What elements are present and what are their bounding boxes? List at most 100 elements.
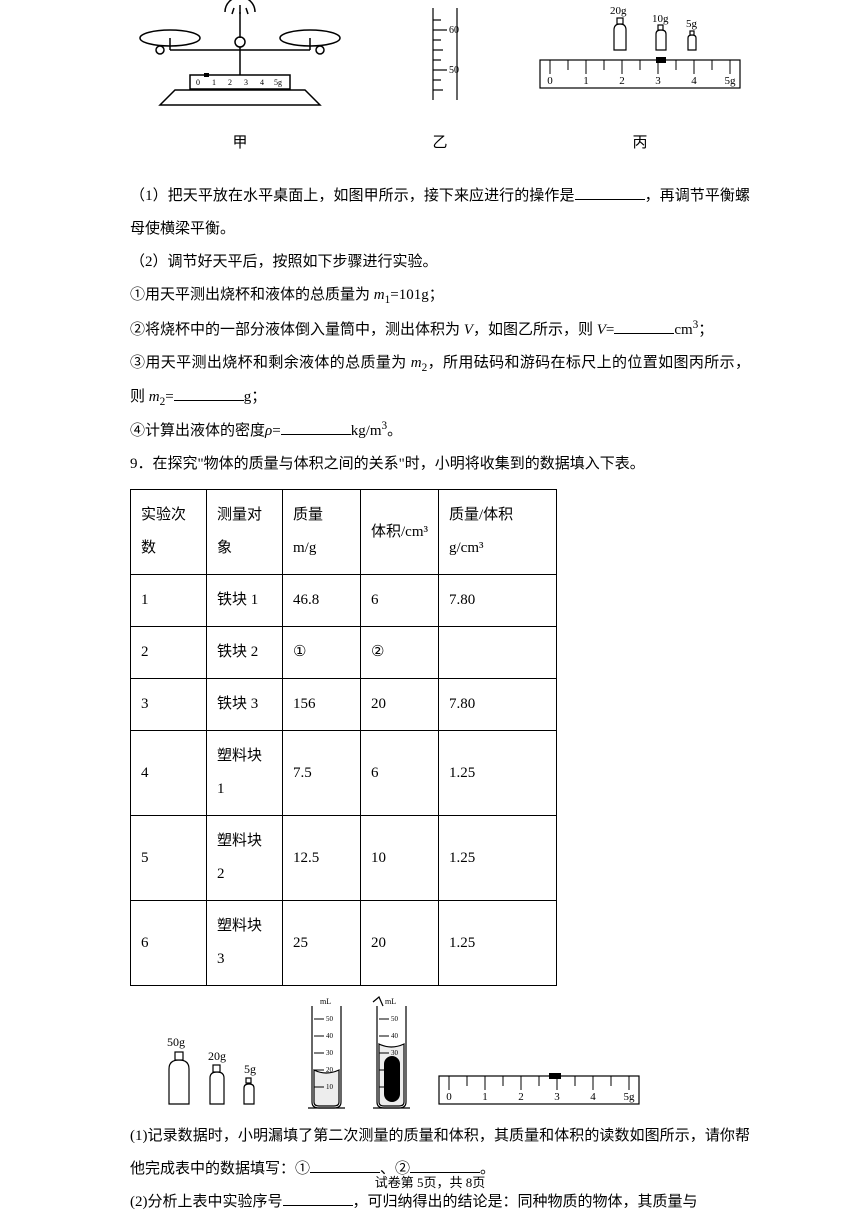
q9-data-table: 实验次数测量对象质量 m/g体积/cm³质量/体积 g/cm³ 1铁块 146.… [130,489,557,986]
svg-text:0: 0 [196,78,200,87]
svg-text:3: 3 [554,1091,560,1103]
svg-text:4: 4 [691,75,697,87]
q8-step4: ④计算出液体的密度ρ=kg/m3。 [130,414,750,448]
blank-q8-v[interactable] [614,319,674,334]
table-row: 1铁块 146.867.80 [131,575,557,627]
svg-text:5g: 5g [244,1062,256,1076]
table-cell: 塑料块 3 [207,901,283,986]
weights-ruler-icon: 20g 10g 5g [530,0,750,110]
svg-text:40: 40 [326,1032,334,1040]
table-cell: 4 [131,731,207,816]
page-footer: 试卷第 5页，共 8页 [0,1169,860,1198]
q8-step1: ①用天平测出烧杯和液体的总质量为 m1=101g； [130,279,750,313]
svg-text:20g: 20g [610,5,627,17]
svg-text:5g: 5g [725,75,737,87]
q9-figure-row: 50g 20g 5g mL 50 40 [154,994,750,1114]
figure-bing: 20g 10g 5g [530,0,750,160]
svg-text:2: 2 [518,1091,524,1103]
table-cell: 铁块 3 [207,679,283,731]
blank-q8-1[interactable] [575,185,645,200]
svg-text:1: 1 [212,78,216,87]
svg-text:5g: 5g [624,1091,636,1103]
q8-step2: ②将烧杯中的一部分液体倒入量筒中，测出体积为 V，如图乙所示，则 V=cm3； [130,313,750,347]
svg-text:5g: 5g [274,78,282,87]
table-row: 4塑料块 17.561.25 [131,731,557,816]
svg-text:50g: 50g [167,1035,185,1049]
table-cell: 1.25 [439,816,557,901]
q8-p1: （1）把天平放在水平桌面上，如图甲所示，接下来应进行的操作是，再调节平衡螺母使横… [130,180,750,246]
graduated-cylinder-empty-icon: mL 50 40 30 20 10 [304,994,349,1114]
table-cell: 铁块 1 [207,575,283,627]
table-cell: 156 [283,679,361,731]
table-cell: 7.5 [283,731,361,816]
svg-text:5g: 5g [686,18,698,30]
svg-text:3: 3 [655,75,661,87]
svg-text:3: 3 [244,78,248,87]
figure-jia: 0 1 2 3 4 5g 甲 [130,0,350,160]
table-cell: 7.80 [439,679,557,731]
svg-text:50: 50 [326,1015,334,1023]
svg-text:4: 4 [260,78,264,87]
svg-text:30: 30 [391,1049,399,1057]
table-cell: 1 [131,575,207,627]
table-header: 质量/体积 g/cm³ [439,490,557,575]
table-cell: 塑料块 1 [207,731,283,816]
svg-text:2: 2 [619,75,625,87]
table-cell: 25 [283,901,361,986]
svg-text:10g: 10g [652,13,669,25]
svg-text:mL: mL [320,997,331,1006]
svg-text:10: 10 [326,1083,334,1091]
q8-step3: ③用天平测出烧杯和剩余液体的总质量为 m2，所用砝码和游码在标尺上的位置如图丙所… [130,347,750,415]
table-row: 3铁块 3156207.80 [131,679,557,731]
table-row: 5塑料块 212.5101.25 [131,816,557,901]
table-cell: 7.80 [439,575,557,627]
table-cell: 塑料块 2 [207,816,283,901]
figure-yi: 60 50 乙 [415,0,465,160]
q9-intro: 9．在探究"物体的质量与体积之间的关系"时，小明将收集到的数据填入下表。 [130,448,750,481]
table-row: 6塑料块 325201.25 [131,901,557,986]
table-cell: 6 [131,901,207,986]
table-header: 体积/cm³ [361,490,439,575]
table-header: 测量对象 [207,490,283,575]
table-header: 实验次数 [131,490,207,575]
ruler-scale-icon: 0 1 2 3 4 5g [434,1064,644,1114]
table-cell: 1.25 [439,901,557,986]
table-cell: 20 [361,901,439,986]
svg-text:0: 0 [446,1091,452,1103]
svg-text:30: 30 [326,1049,334,1057]
table-cell: 1.25 [439,731,557,816]
table-cell: 铁块 2 [207,627,283,679]
table-cell: 2 [131,627,207,679]
table-cell: 12.5 [283,816,361,901]
svg-text:10: 10 [391,1083,399,1091]
balance-scale-icon: 0 1 2 3 4 5g [130,0,350,110]
svg-text:2: 2 [228,78,232,87]
svg-text:50: 50 [391,1015,399,1023]
svg-text:60: 60 [449,25,459,36]
figure-yi-label: 乙 [415,127,465,160]
table-cell: 6 [361,731,439,816]
svg-text:20g: 20g [208,1049,226,1063]
blank-q8-m2[interactable] [174,386,244,401]
svg-text:20: 20 [326,1066,334,1074]
svg-text:0: 0 [547,75,553,87]
table-row: 2铁块 2①② [131,627,557,679]
table-cell: 46.8 [283,575,361,627]
table-cell: 20 [361,679,439,731]
table-cell: 5 [131,816,207,901]
main-content: （1）把天平放在水平桌面上，如图甲所示，接下来应进行的操作是，再调节平衡螺母使横… [130,180,750,1219]
svg-text:4: 4 [590,1091,596,1103]
q8-p2: （2）调节好天平后，按照如下步骤进行实验。 [130,246,750,279]
blank-q8-rho[interactable] [281,420,351,435]
weights-set-icon: 50g 20g 5g [154,1014,284,1114]
table-cell: 6 [361,575,439,627]
table-header: 质量 m/g [283,490,361,575]
svg-text:50: 50 [449,65,459,76]
svg-text:40: 40 [391,1032,399,1040]
table-cell: ① [283,627,361,679]
svg-text:1: 1 [482,1091,488,1103]
table-cell [439,627,557,679]
figure-bing-label: 丙 [530,127,750,160]
table-cell: 3 [131,679,207,731]
svg-text:mL: mL [385,997,396,1006]
